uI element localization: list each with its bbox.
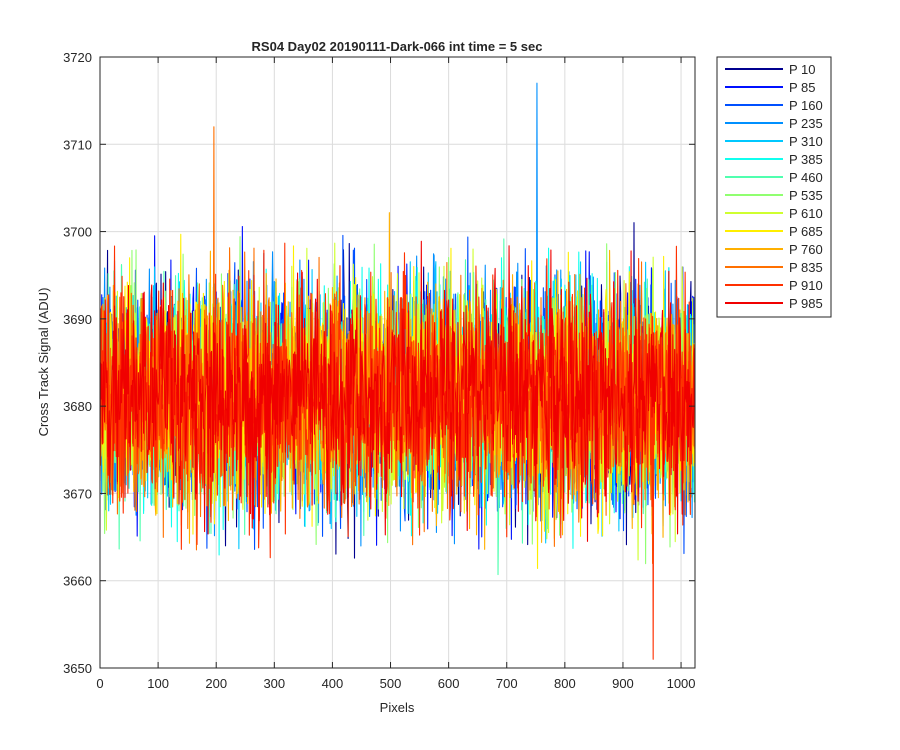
y-tick-label: 3700 xyxy=(63,225,92,240)
legend-entry: P 835 xyxy=(789,260,823,275)
y-tick-label: 3710 xyxy=(63,137,92,152)
legend-entry: P 385 xyxy=(789,152,823,167)
x-tick-label: 300 xyxy=(263,676,285,691)
legend-entry: P 460 xyxy=(789,170,823,185)
x-axis-label: Pixels xyxy=(380,700,415,715)
axes-frame xyxy=(99,56,696,669)
x-tick-label: 900 xyxy=(612,676,634,691)
legend-entry: P 235 xyxy=(789,116,823,131)
legend-entry: P 85 xyxy=(789,80,816,95)
legend-entry: P 10 xyxy=(789,62,816,77)
x-tick-label: 0 xyxy=(96,676,103,691)
legend-entry: P 760 xyxy=(789,242,823,257)
legend-entry: P 985 xyxy=(789,296,823,311)
y-tick-label: 3660 xyxy=(63,574,92,589)
x-tick-label: 600 xyxy=(438,676,460,691)
x-tick-label: 100 xyxy=(147,676,169,691)
chart-title: RS04 Day02 20190111-Dark-066 int time = … xyxy=(252,39,543,54)
y-tick-label: 3690 xyxy=(63,312,92,327)
legend: P 10 P 85 P 160 P 235 P 310 P 385 P 460 P 535 P … xyxy=(716,56,832,318)
x-tick-label: 700 xyxy=(496,676,518,691)
y-tick-label: 3650 xyxy=(63,661,92,676)
x-tick-label: 500 xyxy=(380,676,402,691)
y-tick-label: 3670 xyxy=(63,486,92,501)
series-line-p-985 xyxy=(100,240,695,542)
legend-entry: P 685 xyxy=(789,224,823,239)
legend-entry: P 610 xyxy=(789,206,823,221)
y-axis: 3650 3660 3670 3680 3690 3700 3710 3720 xyxy=(63,50,695,676)
x-tick-label: 800 xyxy=(554,676,576,691)
x-axis: 0 100 200 300 400 500 600 700 800 900 1000 xyxy=(96,57,696,691)
x-tick-label: 400 xyxy=(322,676,344,691)
series-lines xyxy=(100,82,695,660)
y-tick-label: 3720 xyxy=(63,50,92,65)
y-tick-label: 3680 xyxy=(63,399,92,414)
x-tick-label: 1000 xyxy=(667,676,696,691)
y-axis-label: Cross Track Signal (ADU) xyxy=(36,288,51,437)
legend-entry: P 910 xyxy=(789,278,823,293)
legend-box xyxy=(716,56,832,318)
legend-entry: P 160 xyxy=(789,98,823,113)
legend-entry: P 535 xyxy=(789,188,823,203)
x-tick-label: 200 xyxy=(205,676,227,691)
legend-entry: P 310 xyxy=(789,134,823,149)
